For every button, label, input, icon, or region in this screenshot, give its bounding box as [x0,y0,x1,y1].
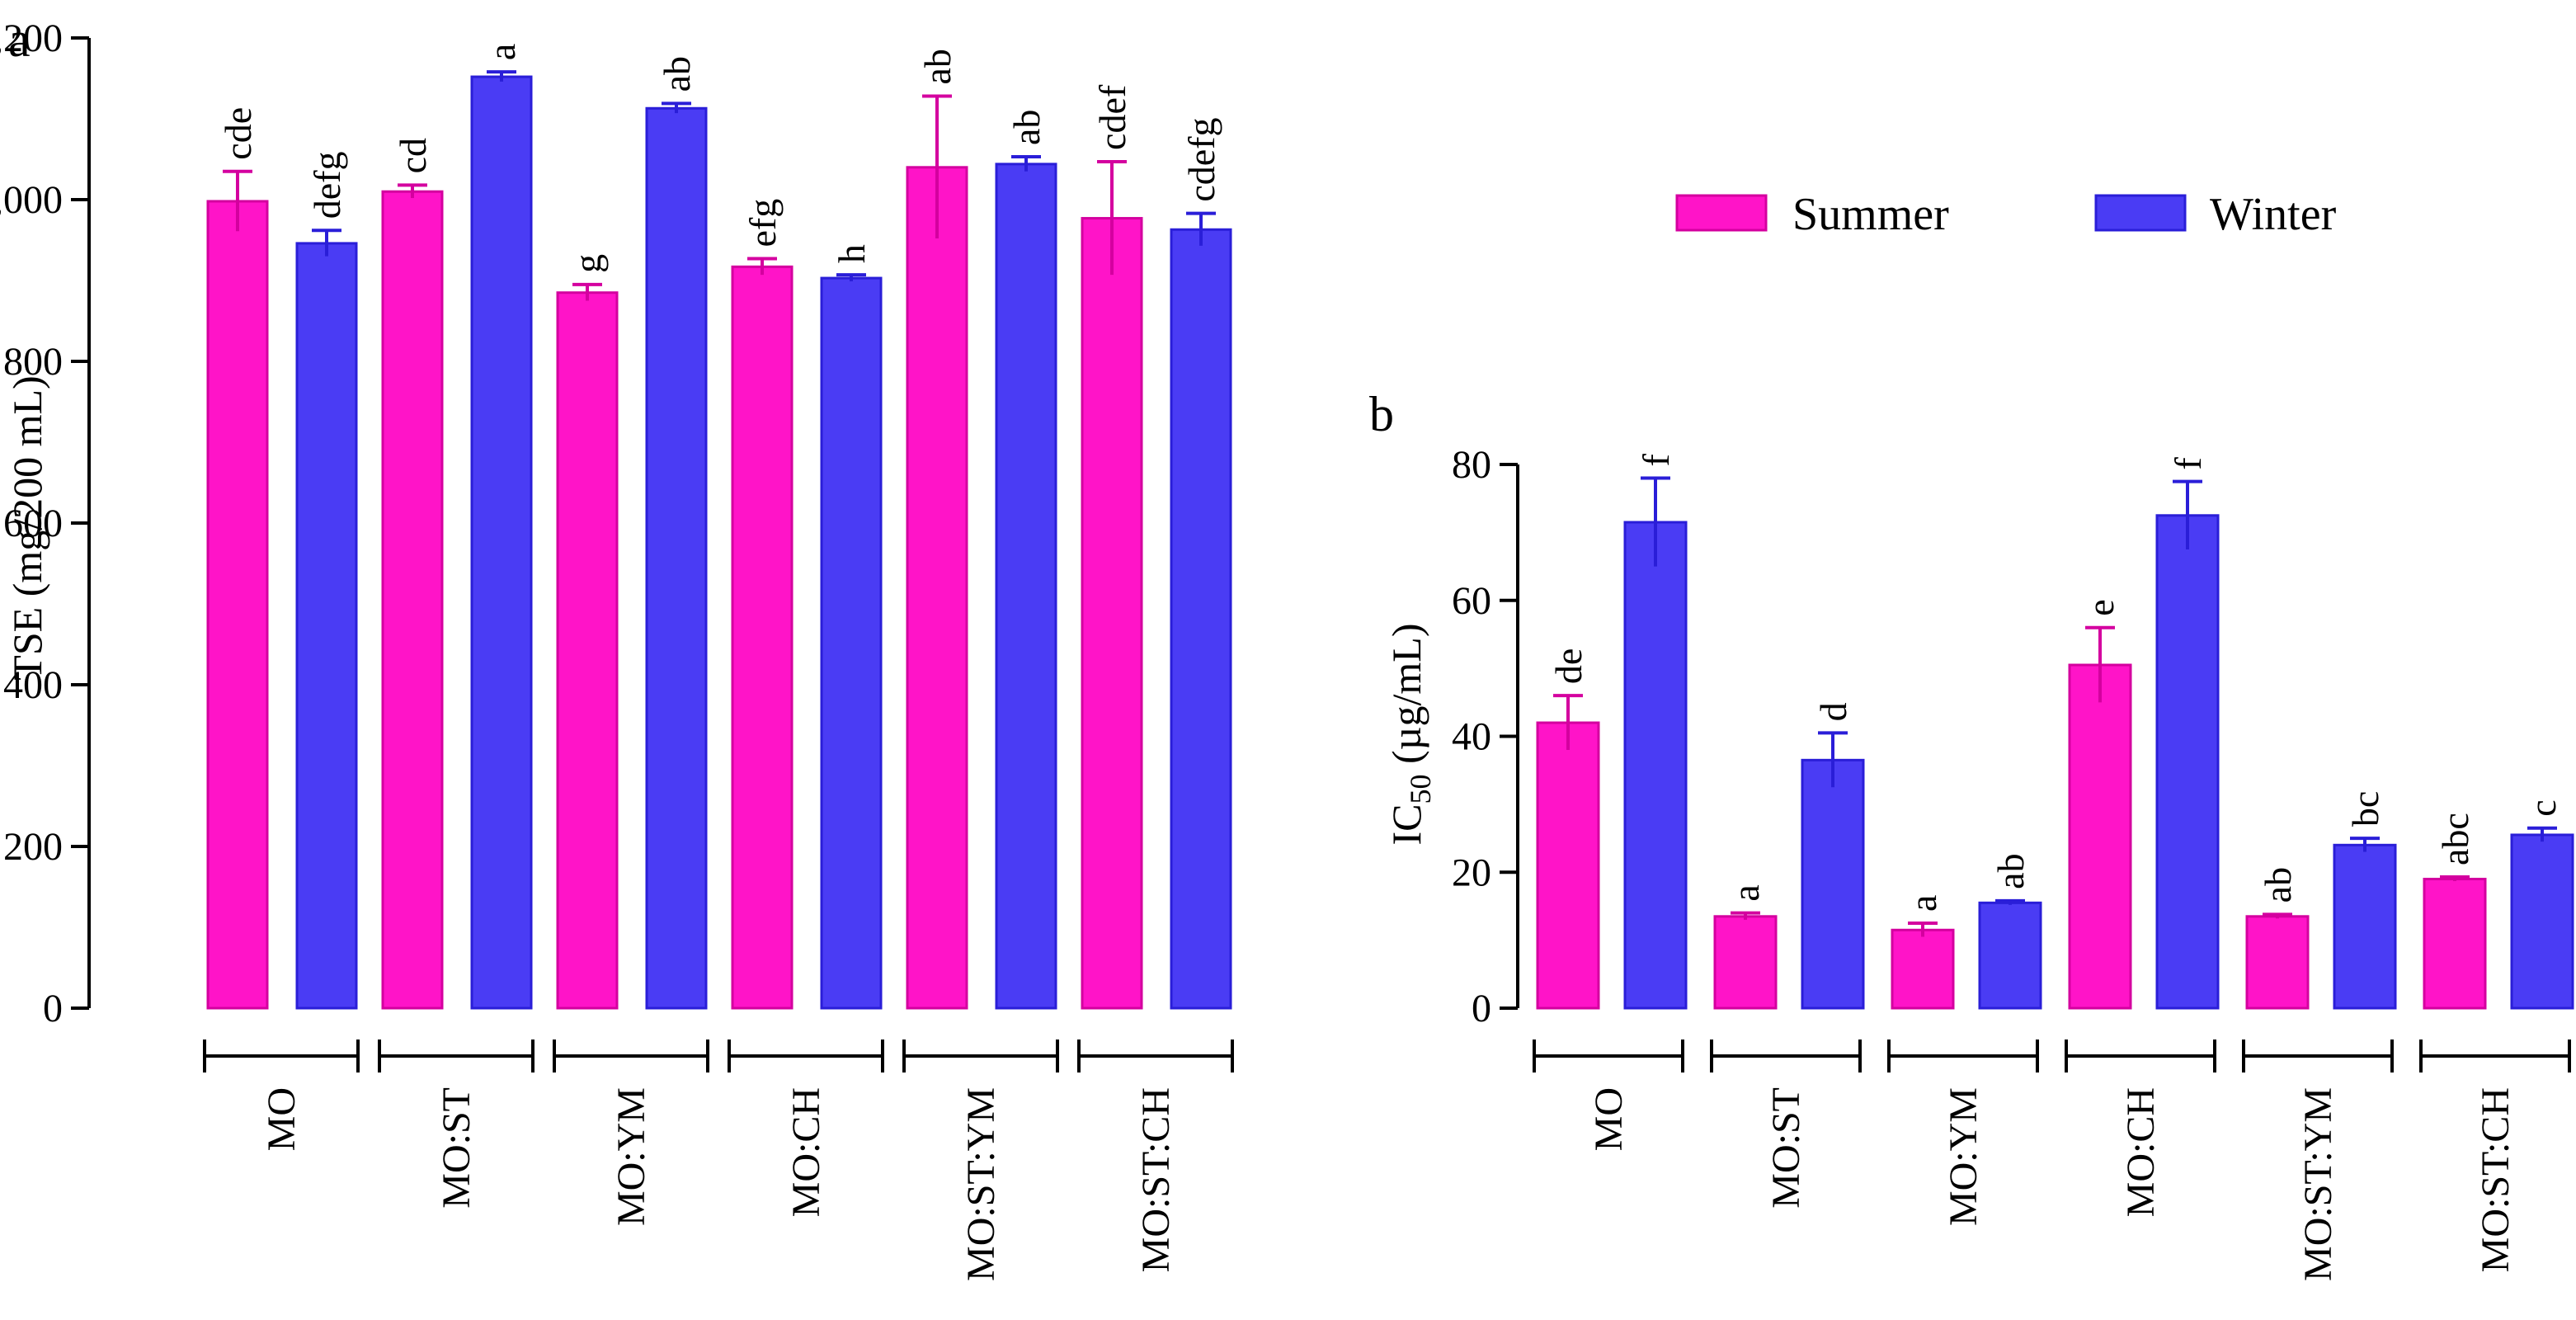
panel-a-significance-letter: g [567,254,609,273]
panel-a-bar-summer [381,190,444,1010]
panel-b-category-label: MO:ST:YM [2296,1087,2340,1281]
panel-a-bar-winter [295,242,358,1010]
panel-a-bar-summer [1081,217,1143,1010]
panel-b-category-label: MO:ST:CH [2474,1087,2517,1272]
panel-a-category-label: MO:ST:YM [959,1087,1003,1281]
panel-a-y-axis-title: TSE (mg/200 mL) [4,375,50,680]
panel-b-significance-letter: a [1725,884,1767,901]
panel-a-bar-winter [645,106,708,1010]
panel-b-y-tick-label: 0 [1472,987,1491,1030]
panel-b-bar-summer [1891,928,1955,1010]
panel-a-y-tick-label: 800 [3,340,63,384]
panel-b-significance-letter: c [2522,799,2564,816]
panel-b-category-label: MO:ST [1764,1087,1808,1209]
panel-a-significance-letter: cde [217,107,259,160]
panel-a-bar-summer [731,265,794,1010]
panel-a-category-label: MO:ST [435,1087,478,1209]
panel-a-significance-letter: defg [306,151,348,219]
panel-b-bar-winter [1801,758,1865,1010]
panel-a-bar-winter [470,75,533,1010]
panel-b-y-tick-label: 60 [1452,579,1491,623]
panel-b-category-label: MO [1587,1087,1631,1151]
legend-swatch-summer [1675,194,1768,232]
panel-a-bar-summer [206,200,269,1010]
panel-b-significance-letter: de [1547,648,1589,684]
panel-a-significance-letter: a [481,44,523,60]
panel-b-significance-letter: bc [2344,791,2386,827]
panel-b-significance-letter: d [1812,702,1854,721]
panel-a-significance-letter: ab [916,49,958,84]
panel-b-bar-summer [2423,877,2487,1010]
panel-a-significance-letter: efg [742,199,784,248]
legend-label-summer: Summer [1792,189,1949,240]
legend-label-winter: Winter [2210,189,2337,240]
panel-b-bar-winter [1978,901,2042,1010]
panel-b-y-tick-label: 80 [1452,443,1491,487]
panel-a-category-label: MO:ST:CH [1134,1087,1178,1272]
panel-b-significance-letter: e [2079,599,2122,615]
legend-swatch-winter [2094,194,2187,232]
panel-a-significance-letter: cdef [1091,84,1133,150]
legend: Summer Winter [1675,189,2337,240]
panel-a-y-tick-label: 600 [3,502,63,545]
panel-b-bar-summer [2245,915,2310,1010]
panel-a-y-tick-label: 0 [43,987,63,1030]
panel-a-y-tick-label: 1,200 [0,16,63,60]
panel-b: b 0 20 40 60 80 de f MO a d MO:ST a ab MO:YM e f MO:CH ab… [1369,387,2574,1281]
panel-b-significance-letter: ab [1990,853,2032,889]
panel-b-category-label: MO:YM [1942,1087,1985,1226]
panel-a-y-tick-label: 1,000 [0,178,63,222]
panel-a-bar-winter [995,163,1057,1010]
panel-a: a 0 200 400 600 800 1,000 1,200 cde defg MO cd a MO:… [0,12,1234,1281]
panel-a-bar-winter [820,276,883,1010]
panel-b-y-axis-title: IC50 (µg/mL) [1383,624,1437,846]
panel-b-bar-winter [1623,521,1688,1010]
panel-a-category-label: MO [260,1087,304,1151]
panel-a-category-label: MO:CH [784,1087,828,1217]
panel-b-category-label: MO:CH [2119,1087,2163,1217]
panel-b-significance-letter: f [2167,457,2209,470]
panel-b-bar-summer [1713,915,1778,1010]
panel-a-significance-letter: h [831,244,873,263]
panel-b-bar-summer [1536,721,1600,1010]
panel-a-y-tick-label: 200 [3,825,63,869]
panel-b-significance-letter: f [1635,453,1677,466]
panel-b-bar-summer [2068,663,2132,1010]
panel-a-label: a [8,12,31,67]
panel-a-y-tick-label: 400 [3,663,63,707]
panel-b-y-tick-label: 20 [1452,851,1491,894]
panel-a-significance-letter: ab [656,56,698,92]
panel-b-bar-winter [2155,514,2220,1010]
panel-b-significance-letter: ab [2257,867,2299,903]
panel-b-y-tick-label: 40 [1452,715,1491,759]
panel-b-bar-winter [2510,833,2574,1010]
panel-a-bar-summer [906,166,968,1010]
panel-b-significance-letter: a [1902,895,1944,912]
panel-b-bar-winter [2333,843,2397,1010]
panel-a-bar-summer [556,291,619,1010]
panel-a-significance-letter: ab [1005,110,1048,145]
panel-b-significance-letter: abc [2434,813,2476,865]
panel-a-bar-winter [1170,228,1232,1010]
panel-a-category-label: MO:YM [610,1087,653,1226]
panel-b-label: b [1369,387,1394,441]
panel-a-significance-letter: cd [392,138,434,173]
panel-a-significance-letter: cdefg [1180,118,1222,202]
